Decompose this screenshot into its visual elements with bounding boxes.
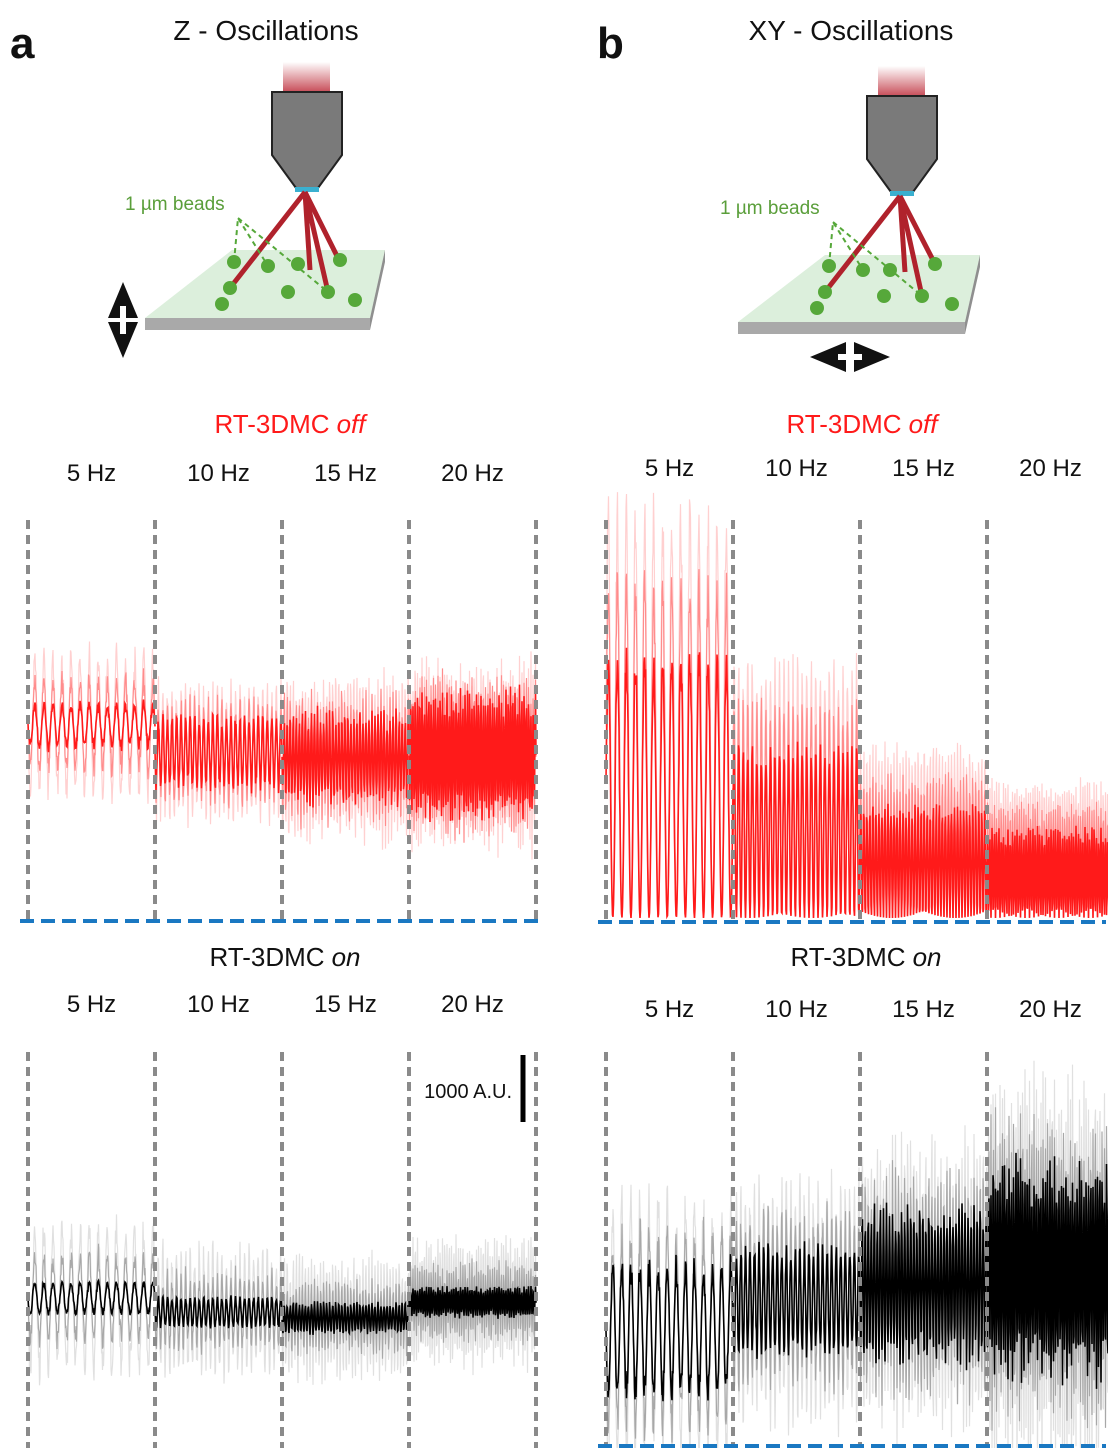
section-title: RT-3DMC on: [790, 942, 941, 972]
scale-bar-label: 1000 A.U.: [424, 1081, 512, 1103]
trace: [986, 1152, 1108, 1389]
panel-title: XY - Oscillations: [749, 15, 954, 46]
trace: [408, 684, 537, 823]
trace: [408, 1285, 537, 1319]
frequency-label: 20 Hz: [1019, 455, 1082, 482]
trace: [605, 647, 734, 920]
section-title-name: RT-3DMC: [790, 942, 905, 972]
section-title: RT-3DMC off: [786, 409, 940, 439]
trace: [732, 741, 861, 919]
frequency-label: 5 Hz: [645, 455, 694, 482]
section-title-name: RT-3DMC: [209, 942, 324, 972]
frequency-label: 15 Hz: [314, 460, 377, 487]
frequency-label: 10 Hz: [187, 991, 250, 1018]
frequency-label: 15 Hz: [892, 996, 955, 1023]
traces: [27, 1214, 537, 1386]
trace: [859, 803, 988, 919]
trace: [859, 1202, 988, 1371]
frequency-label: 15 Hz: [892, 455, 955, 482]
trace: [605, 1254, 734, 1402]
frequency-label: 5 Hz: [67, 991, 116, 1018]
trace: [27, 1278, 156, 1317]
section-title: RT-3DMC off: [214, 409, 368, 439]
trace: [281, 1300, 410, 1337]
traces: [27, 641, 537, 860]
trace: [281, 705, 410, 808]
frequency-label: 5 Hz: [67, 460, 116, 487]
beads-label: 1 µm beads: [125, 194, 225, 215]
diagram-b: [738, 66, 980, 372]
traces: [605, 492, 1108, 920]
traces: [605, 1060, 1108, 1448]
frequency-label: 10 Hz: [765, 996, 828, 1023]
section-title-state: off: [337, 409, 369, 439]
section-title-state: on: [332, 942, 361, 972]
frequency-label: 20 Hz: [1019, 996, 1082, 1023]
section-title-name: RT-3DMC: [214, 409, 329, 439]
frequency-label: 10 Hz: [765, 455, 828, 482]
trace: [732, 1241, 861, 1359]
beads-label: 1 µm beads: [720, 198, 820, 219]
section-title-name: RT-3DMC: [786, 409, 901, 439]
frequency-label: 10 Hz: [187, 460, 250, 487]
panel-label: a: [10, 19, 35, 68]
diagram-a: [108, 62, 385, 358]
trace: [154, 1293, 283, 1329]
trace: [27, 699, 156, 753]
section-title-state: on: [913, 942, 942, 972]
panel-title: Z - Oscillations: [173, 15, 358, 46]
section-title: RT-3DMC on: [209, 942, 360, 972]
panel-label: b: [597, 19, 624, 68]
frequency-label: 15 Hz: [314, 991, 377, 1018]
trace: [154, 711, 283, 794]
trace: [986, 825, 1108, 919]
frequency-label: 20 Hz: [441, 991, 504, 1018]
frequency-label: 20 Hz: [441, 460, 504, 487]
section-title-state: off: [909, 409, 941, 439]
frequency-label: 5 Hz: [645, 996, 694, 1023]
